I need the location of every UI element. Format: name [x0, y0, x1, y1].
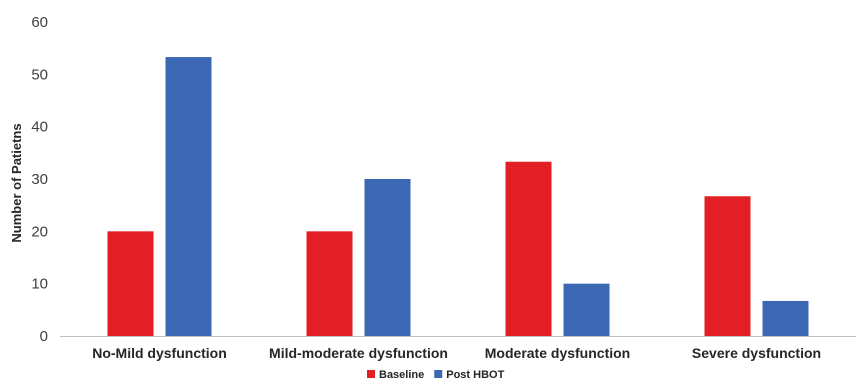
- legend-label: Baseline: [379, 369, 424, 381]
- y-axis-ticks: 0 10 20 30 40 50 60: [31, 14, 48, 345]
- y-tick-label: 20: [31, 223, 48, 240]
- x-category-label: No-Mild dysfunction: [92, 345, 227, 361]
- y-tick-label: 40: [31, 119, 48, 136]
- legend-label: Post HBOT: [446, 369, 504, 381]
- bars: [107, 57, 809, 337]
- y-tick-label: 30: [31, 171, 48, 188]
- y-tick-label: 50: [31, 66, 48, 83]
- bar-baseline: [107, 231, 154, 336]
- bar-post-hbot: [364, 179, 411, 336]
- bar-baseline: [306, 231, 353, 336]
- bar-post-hbot: [563, 283, 610, 336]
- legend-swatch: [434, 370, 443, 378]
- x-axis-labels: No-Mild dysfunction Mild-moderate dysfunc…: [92, 345, 821, 361]
- bar-post-hbot: [165, 57, 212, 337]
- bar-baseline: [505, 161, 552, 336]
- x-category-label: Mild-moderate dysfunction: [269, 345, 448, 361]
- legend-swatch: [367, 370, 375, 378]
- legend: Baseline Post HBOT: [367, 369, 505, 381]
- y-tick-label: 10: [31, 276, 48, 293]
- y-axis-title: Number of Patietns: [9, 123, 24, 242]
- y-tick-label: 60: [31, 14, 48, 31]
- bar-post-hbot: [762, 300, 809, 336]
- x-category-label: Moderate dysfunction: [485, 345, 630, 361]
- y-tick-label: 0: [40, 328, 48, 345]
- bar-baseline: [704, 196, 751, 336]
- x-category-label: Severe dysfunction: [692, 345, 821, 361]
